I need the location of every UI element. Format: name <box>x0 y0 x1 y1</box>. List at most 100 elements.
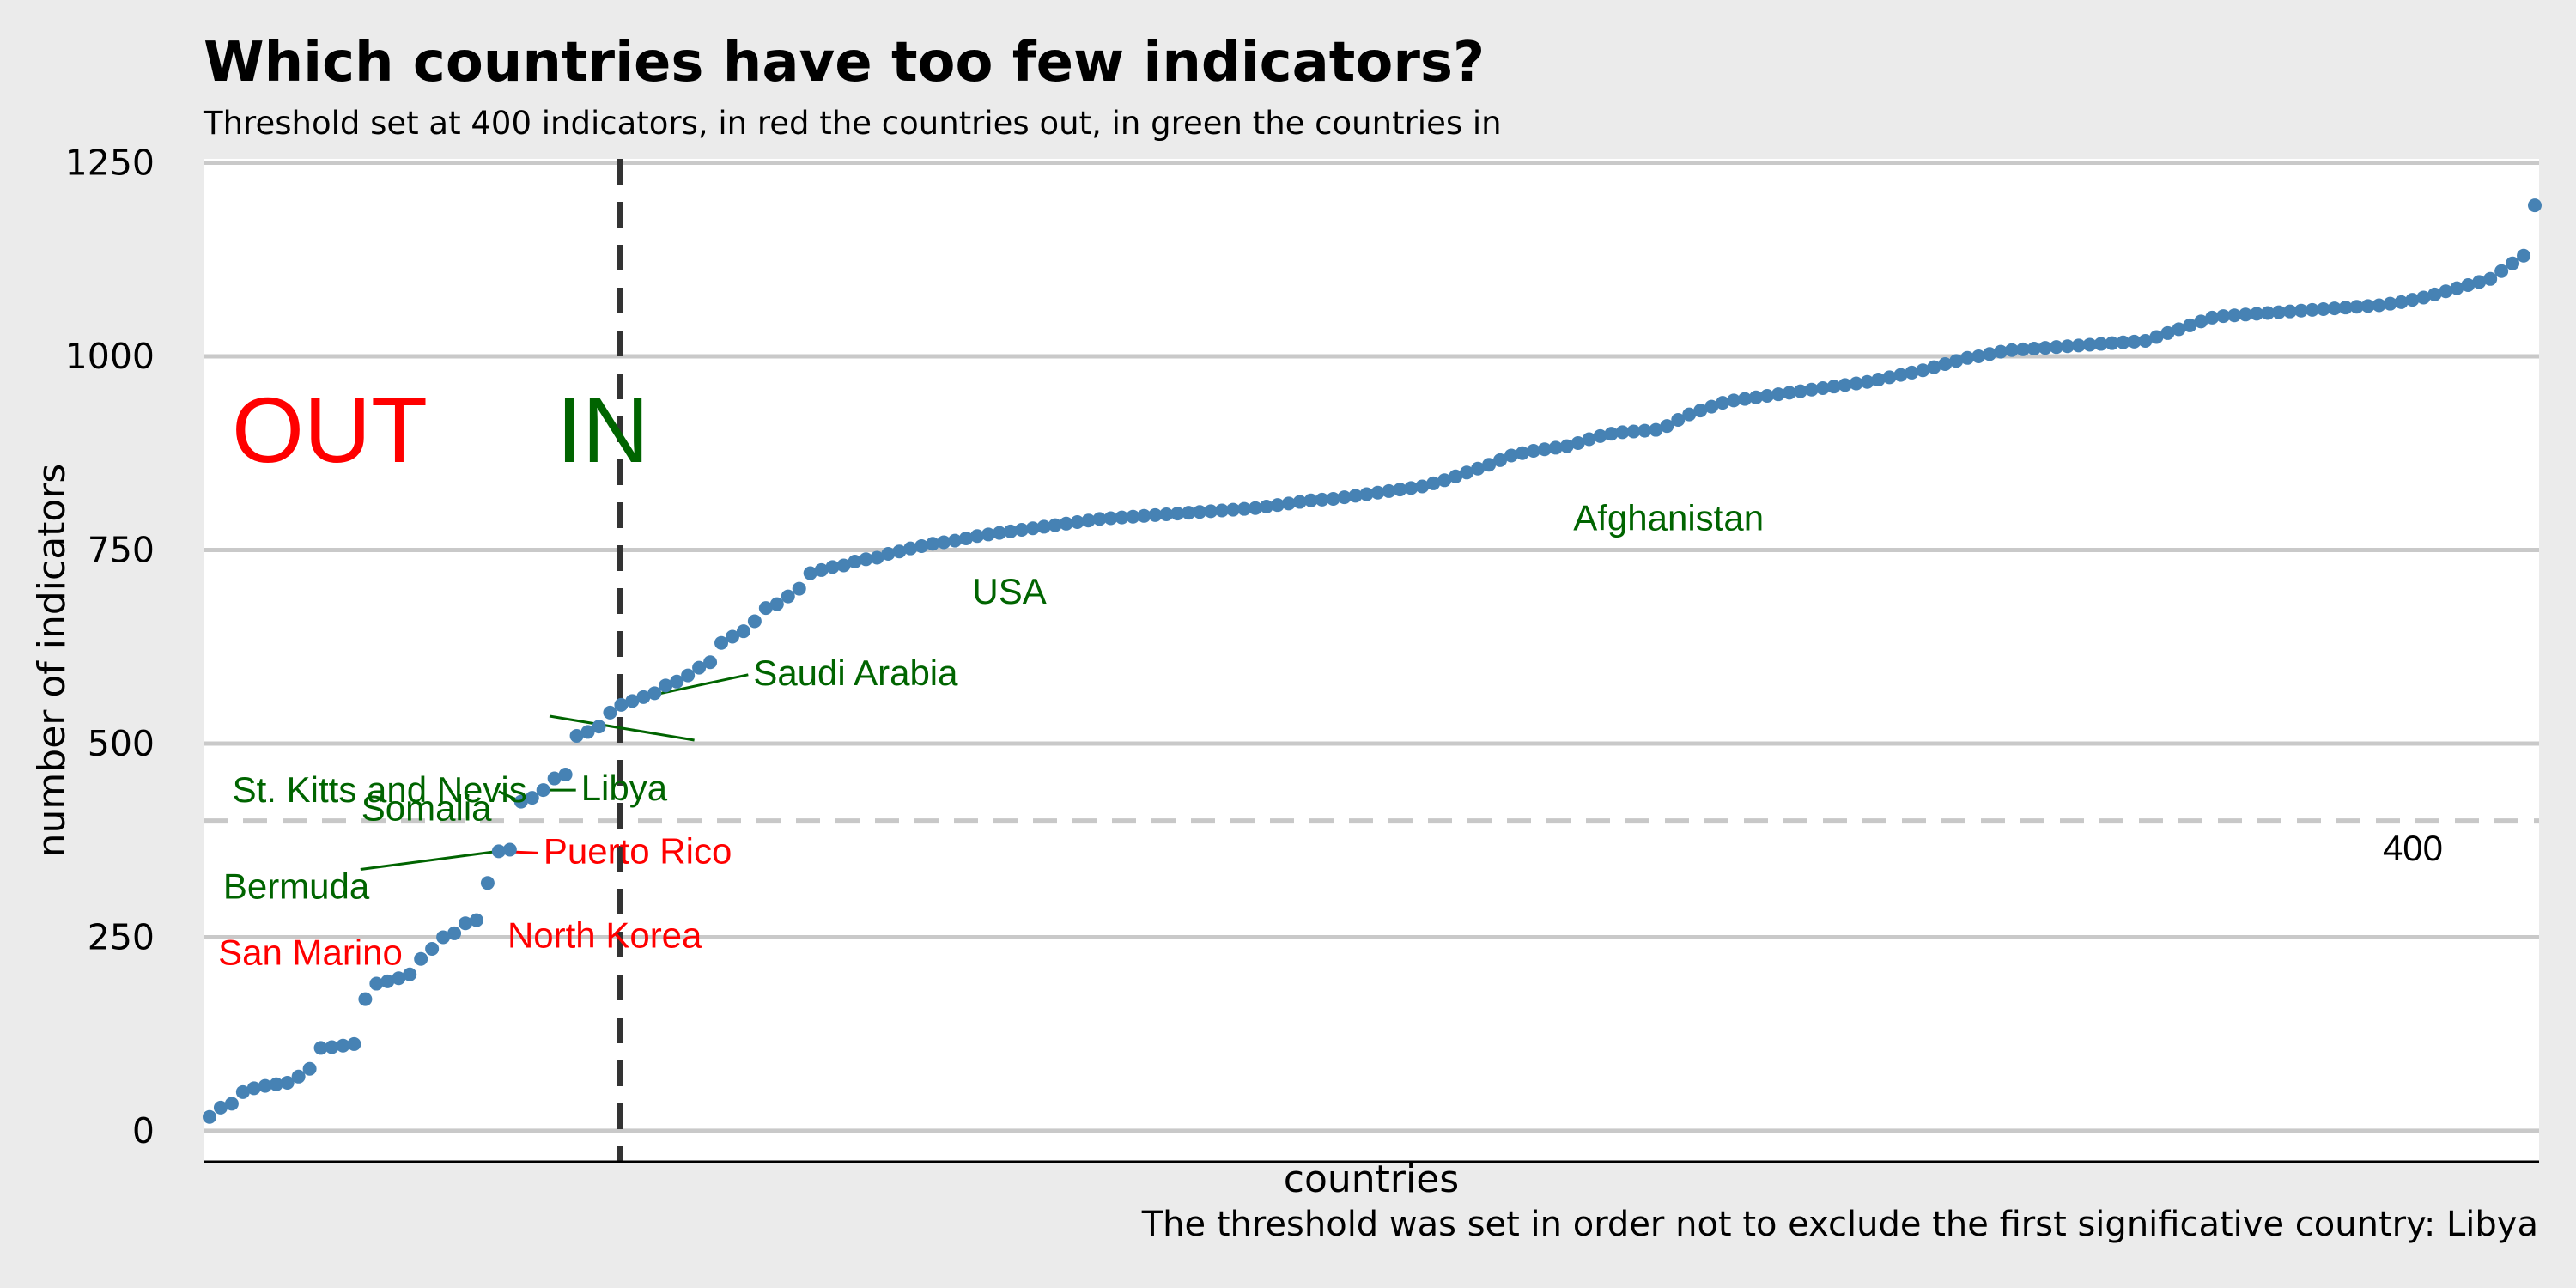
data-point <box>1782 386 1796 400</box>
data-point <box>1860 374 1874 389</box>
data-point <box>2116 335 2130 349</box>
annotation-label: Puerto Rico <box>544 830 732 871</box>
data-point <box>1193 505 1207 519</box>
data-point <box>1660 419 1674 434</box>
data-point <box>914 538 929 553</box>
data-point <box>2416 290 2431 305</box>
y-tick-1000: 1000 <box>65 336 155 377</box>
data-point <box>1693 404 1708 418</box>
data-point <box>1559 439 1574 453</box>
data-point <box>1182 506 1196 520</box>
data-point <box>1070 515 1084 530</box>
data-point <box>280 1076 295 1091</box>
data-point <box>1793 384 1807 398</box>
data-point <box>1626 424 1641 439</box>
data-point <box>1548 440 1563 455</box>
data-point <box>2305 302 2319 317</box>
data-point <box>447 926 462 940</box>
data-point <box>926 537 940 551</box>
data-point <box>903 541 918 556</box>
data-point <box>1460 465 1474 480</box>
data-point <box>369 976 384 991</box>
data-point <box>681 668 696 683</box>
data-point <box>547 771 562 786</box>
data-point <box>970 529 985 544</box>
data-point <box>2360 299 2375 313</box>
data-point <box>1804 382 1819 397</box>
data-point <box>291 1069 306 1084</box>
data-point <box>1270 498 1285 513</box>
data-point <box>414 951 428 966</box>
data-point <box>2250 307 2264 321</box>
y-axis-title: number of indicators <box>30 464 74 858</box>
data-point <box>714 635 729 650</box>
data-point <box>1137 508 1151 523</box>
data-point <box>1382 483 1396 498</box>
data-point <box>392 971 406 986</box>
data-point <box>825 560 840 574</box>
data-point <box>1103 511 1118 526</box>
data-point <box>502 842 517 857</box>
data-point <box>2261 306 2275 320</box>
data-point <box>2160 325 2175 340</box>
data-point <box>1204 504 1218 519</box>
data-point <box>2394 295 2409 309</box>
data-point <box>2105 336 2119 350</box>
data-point <box>2494 264 2509 278</box>
in-region-label: IN <box>556 378 649 482</box>
data-point <box>436 930 451 945</box>
data-point <box>1170 507 1185 521</box>
data-point <box>513 794 528 809</box>
data-point <box>1759 388 1774 403</box>
data-point <box>2071 338 2086 353</box>
data-point <box>1604 427 1619 441</box>
data-point <box>1059 516 1073 531</box>
data-point <box>1504 448 1518 463</box>
data-point <box>2271 305 2286 319</box>
annotation-label: USA <box>972 571 1046 611</box>
data-point <box>2005 343 2020 357</box>
data-point <box>1582 432 1596 447</box>
data-point <box>1971 349 1986 363</box>
data-point <box>2517 248 2531 263</box>
data-point <box>1482 458 1497 472</box>
data-point <box>1036 519 1051 534</box>
annotation-leader <box>549 714 695 742</box>
data-point <box>2082 337 2097 352</box>
data-point <box>2483 271 2498 286</box>
data-point <box>1236 501 1251 516</box>
data-point <box>1905 365 1919 380</box>
annotation-label: North Korea <box>507 915 702 956</box>
data-point <box>2293 303 2308 318</box>
data-point <box>1637 423 1652 438</box>
data-point <box>480 876 495 890</box>
annotation-label: Saudi Arabia <box>753 653 958 693</box>
data-point <box>1259 499 1273 513</box>
data-point <box>224 1097 239 1111</box>
data-point <box>781 589 795 604</box>
data-point <box>1916 363 1930 378</box>
data-point <box>2450 281 2464 295</box>
out-region-label: OUT <box>232 378 428 482</box>
data-point <box>1671 412 1686 427</box>
data-point <box>1571 436 1585 451</box>
data-point <box>380 974 395 988</box>
grid-lines <box>204 161 2539 1133</box>
chart-subtitle: Threshold set at 400 indicators, in red … <box>204 105 1502 142</box>
data-point <box>269 1077 283 1091</box>
data-point <box>2172 322 2186 337</box>
data-point <box>1593 428 1607 443</box>
data-point <box>1048 518 1062 532</box>
data-point <box>1092 512 1107 526</box>
data-point <box>302 1061 317 1076</box>
data-point <box>1649 422 1663 437</box>
data-point <box>2439 284 2453 299</box>
annotations: San Marino North Korea Puerto Rico Bermuda S… <box>218 497 1764 972</box>
data-point <box>203 1109 216 1124</box>
data-point <box>692 660 707 675</box>
data-point <box>2383 296 2397 311</box>
data-point <box>2127 334 2142 349</box>
data-point <box>747 614 762 629</box>
data-point <box>625 694 640 708</box>
